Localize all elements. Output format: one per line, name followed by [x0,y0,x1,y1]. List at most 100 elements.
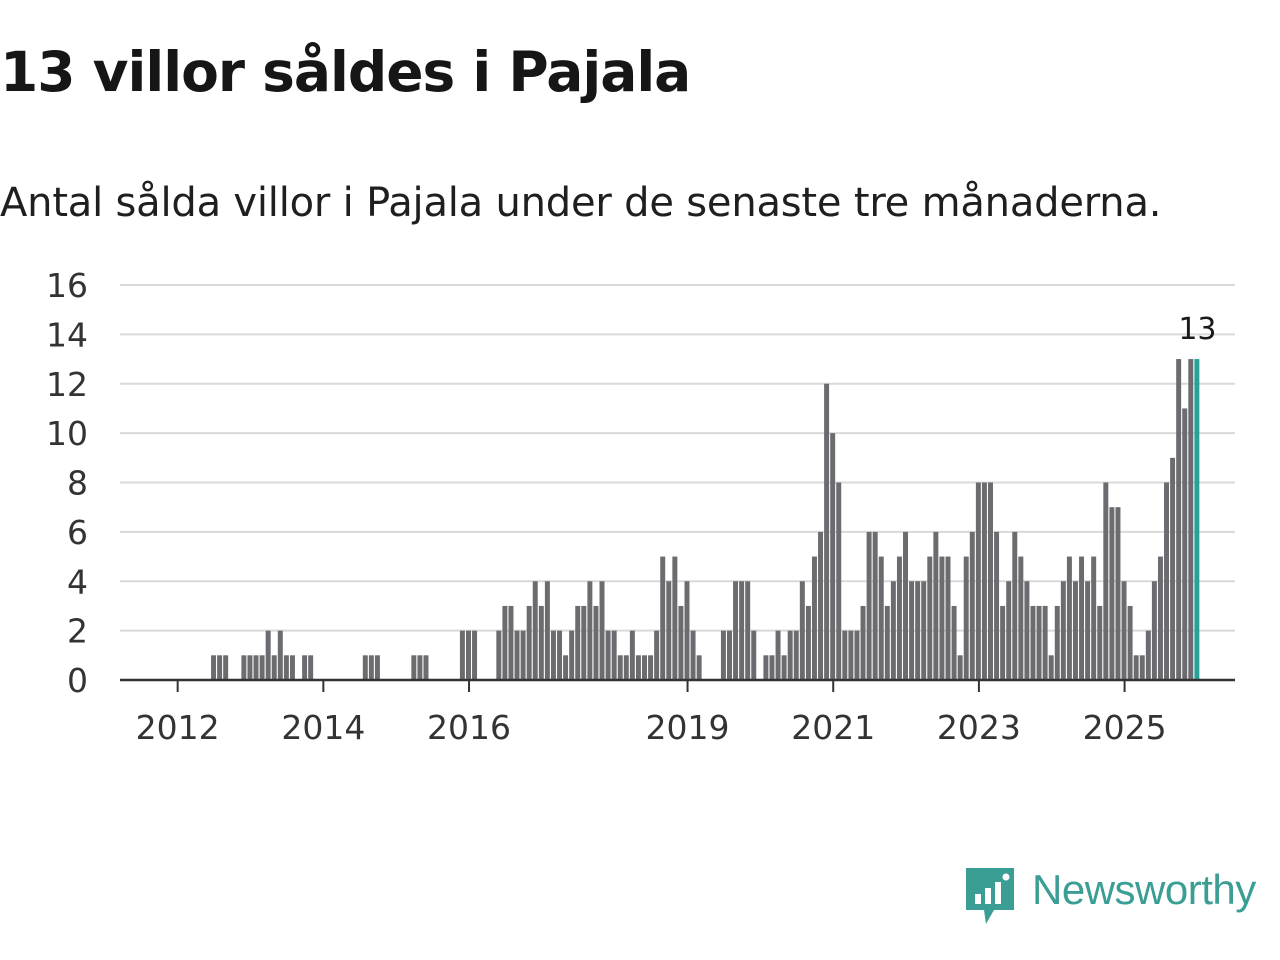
bar [563,655,569,680]
bar [763,655,769,680]
bar [988,482,993,680]
bar [969,531,975,681]
bar [423,655,429,680]
x-tick-label: 2023 [937,708,1021,747]
bar [848,630,854,681]
bar [994,531,1000,681]
bar [981,482,987,680]
bar [945,556,951,680]
bar [374,655,380,680]
bar [1133,655,1139,680]
bar-chart: 0 2 4 6 8 10 12 14 16 2012 2014 2016 2019 2021 2023 202… [46,266,1235,747]
bar [1151,581,1157,680]
y-tick-label: 10 [46,414,88,453]
bar [605,630,611,681]
bar [587,581,593,680]
bar [642,655,647,680]
bar [1170,457,1176,680]
bar [769,655,775,680]
bar [472,630,478,681]
bar [308,655,314,680]
bar [617,655,623,680]
bar [690,630,696,681]
bar [672,556,678,680]
bar [787,630,793,681]
y-tick-label: 4 [67,562,88,601]
y-tick-label: 2 [67,612,88,651]
bar [289,655,295,680]
bar [927,556,933,680]
bar [1018,556,1024,680]
bar [1042,605,1048,680]
bar [277,630,283,681]
bar [957,655,963,680]
bar [544,581,550,680]
newsworthy-logo-icon [966,868,1014,924]
bar [514,630,520,681]
bar [1024,581,1030,680]
bar [781,655,787,680]
x-tick-label: 2014 [281,708,365,747]
bar [648,655,654,680]
bar [909,581,915,680]
bar [1085,581,1091,680]
bar [890,581,896,680]
bar [502,605,508,680]
y-tick-label: 6 [67,513,88,552]
bar [1030,605,1036,680]
bar [411,655,417,680]
y-tick-label: 16 [46,266,88,305]
bar [805,605,811,680]
bar [660,556,666,680]
bar [623,655,629,680]
bar [550,630,556,681]
bar [1157,556,1163,680]
bar [975,482,981,680]
bar [557,630,563,681]
bar [223,655,229,680]
bar [1188,359,1194,680]
bar [775,630,781,681]
bar [465,630,471,681]
bar [217,655,223,680]
bar [211,655,217,680]
bar [538,605,544,680]
bar [1000,605,1006,680]
bar [818,531,824,681]
x-tick-label: 2012 [136,708,220,747]
x-tick-label: 2021 [791,708,875,747]
bar [751,630,757,681]
bar [939,556,945,680]
bar [629,630,635,681]
bar [842,630,848,681]
bar [1006,581,1012,680]
bar [259,655,265,680]
bar [1048,655,1054,680]
bar [1127,605,1133,680]
bar [520,630,526,681]
bar [915,581,921,680]
bar [1012,531,1018,681]
highlight-data-label: 13 [1178,312,1216,347]
y-tick-label: 12 [46,365,88,404]
bar [265,630,271,681]
bar [417,655,423,680]
bar [872,531,878,681]
x-tick-label: 2019 [646,708,730,747]
chart-subtitle: Antal sålda villor i Pajala under de sen… [0,180,1162,226]
y-tick-label: 14 [46,315,88,354]
bar [666,581,672,680]
bar [1036,605,1042,680]
bar [727,630,732,681]
bar [720,630,726,681]
bar [241,655,247,680]
chart-title: 13 villor såldes i Pajala [0,40,691,104]
bar [696,655,702,680]
bar [1121,581,1127,680]
bar [921,581,927,680]
bar [599,581,605,680]
bar [896,556,902,680]
bar [854,630,860,681]
y-tick-label: 0 [67,661,88,700]
bar [1103,482,1109,680]
